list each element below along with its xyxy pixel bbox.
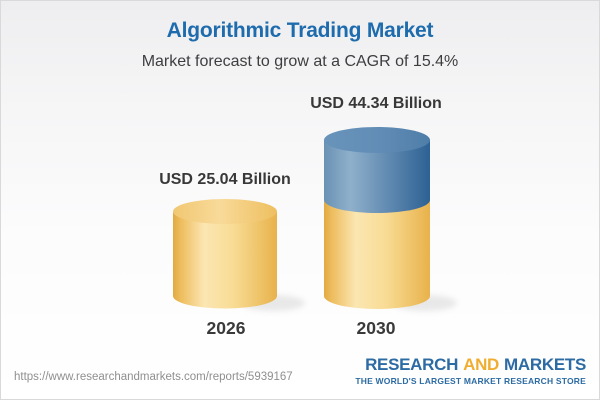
research-and-markets-logo: RESEARCH AND MARKETS THE WORLD'S LARGEST… <box>355 356 586 387</box>
logo-wordmark: RESEARCH AND MARKETS <box>355 356 586 374</box>
bar-category-label-2026: 2026 <box>206 318 246 338</box>
bar-value-label-2030: USD 44.34 Billion <box>310 95 442 112</box>
logo-word-markets: MARKETS <box>504 355 586 374</box>
page-title: Algorithmic Trading Market <box>166 19 434 42</box>
logo-tagline: THE WORLD'S LARGEST MARKET RESEARCH STOR… <box>355 376 586 386</box>
page-subtitle: Market forecast to grow at a CAGR of 15.… <box>141 53 459 70</box>
report-url: https://www.researchandmarkets.com/repor… <box>14 371 293 383</box>
bar-2026-cylinder <box>173 199 277 309</box>
bar-value-label-2026: USD 25.04 Billion <box>159 171 291 188</box>
logo-word-research: RESEARCH <box>365 355 459 374</box>
logo-word-and: AND <box>463 355 500 374</box>
bar-2030-growth-segment <box>324 127 430 213</box>
bar-category-label-2030: 2030 <box>356 318 396 338</box>
